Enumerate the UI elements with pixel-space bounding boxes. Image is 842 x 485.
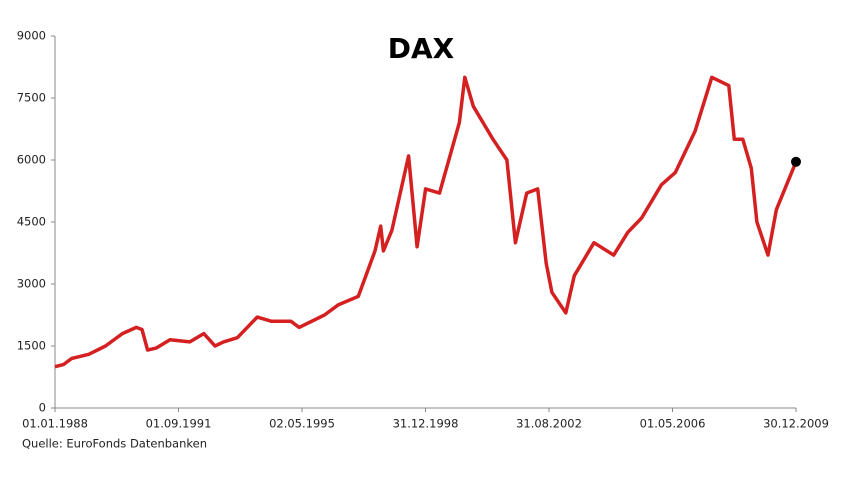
x-tick-label: 31.08.2002: [516, 417, 582, 431]
x-tick-label: 02.05.1995: [269, 417, 335, 431]
data-line: [54, 75, 798, 369]
y-tick-label: 9000: [17, 29, 46, 43]
x-tick-label: 31.12.1998: [393, 417, 459, 431]
y-tick-label: 3000: [17, 277, 46, 291]
y-tick-label: 0: [39, 401, 46, 415]
chart-title: DAX: [388, 32, 455, 65]
y-tick-label: 7500: [17, 91, 46, 105]
y-tick-label: 6000: [17, 153, 46, 167]
x-tick-label: 01.09.1991: [146, 417, 212, 431]
x-tick-label: 30.12.2009: [763, 417, 829, 431]
x-tick-label: 01.01.1988: [22, 417, 88, 431]
x-tick-label: 01.05.2006: [640, 417, 706, 431]
end-marker: [791, 156, 801, 167]
source-note: Quelle: EuroFonds Datenbanken: [22, 437, 207, 451]
y-tick-label: 1500: [17, 339, 46, 353]
y-tick-label: 4500: [17, 215, 46, 229]
